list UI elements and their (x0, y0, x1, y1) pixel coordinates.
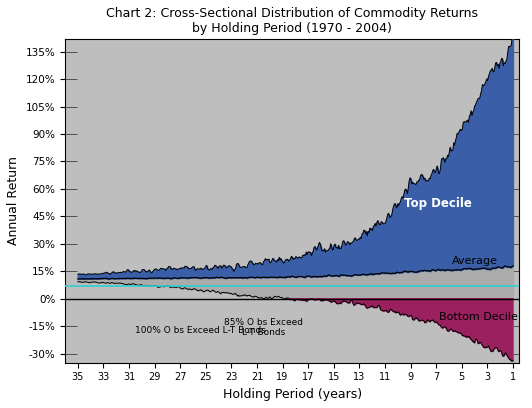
Text: 100% O bs Exceed L-T Bonds: 100% O bs Exceed L-T Bonds (135, 326, 266, 335)
Y-axis label: Annual Return: Annual Return (7, 156, 20, 245)
Text: Bottom Decile: Bottom Decile (439, 312, 518, 322)
X-axis label: Holding Period (years): Holding Period (years) (222, 388, 362, 401)
Text: Average: Average (452, 256, 497, 266)
Text: Top Decile: Top Decile (404, 197, 472, 210)
Text: 85% O bs Exceed
L-T Bonds: 85% O bs Exceed L-T Bonds (224, 318, 303, 337)
Title: Chart 2: Cross-Sectional Distribution of Commodity Returns
by Holding Period (19: Chart 2: Cross-Sectional Distribution of… (106, 7, 478, 35)
